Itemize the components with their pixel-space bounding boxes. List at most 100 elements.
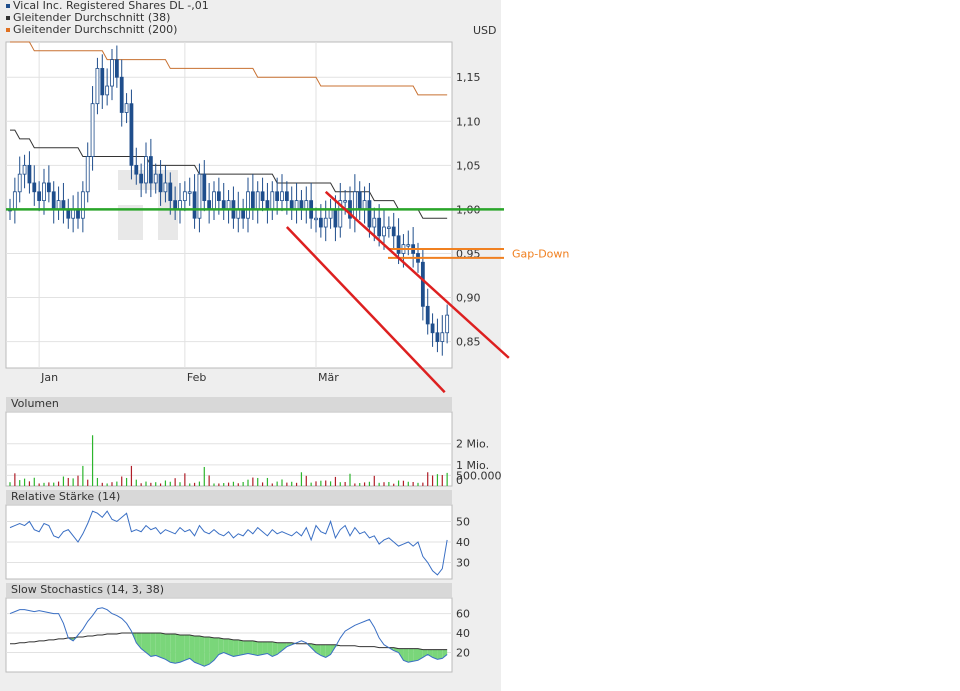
stoch-oversold-fill: [408, 648, 414, 663]
price-x-tick-label: Feb: [187, 371, 206, 384]
candle-body: [241, 209, 246, 219]
price-x-tick-label: Mär: [318, 371, 339, 384]
stoch-oversold-fill: [403, 648, 409, 663]
stoch-oversold-fill: [252, 640, 258, 656]
stoch-oversold-fill: [320, 644, 326, 658]
candle-body: [314, 217, 318, 221]
candle-body: [66, 209, 71, 219]
stoch-oversold-fill: [180, 635, 185, 663]
candle-body: [265, 200, 270, 210]
candle-body: [178, 200, 182, 210]
candle-body: [236, 209, 241, 219]
stoch-oversold-fill: [223, 638, 229, 655]
candle-body: [352, 191, 357, 219]
candle-body: [158, 173, 163, 193]
stoch-oversold-fill: [325, 644, 331, 658]
stoch-oversold-fill: [160, 633, 166, 660]
stoch-plot-area: [5, 597, 453, 673]
stoch-oversold-fill: [209, 636, 214, 665]
stoch-oversold-fill: [418, 648, 423, 661]
rsi-y-tick-label: 50: [456, 515, 470, 528]
watermark-logo: [118, 170, 178, 240]
candle-body: [119, 76, 124, 113]
candle-body: [85, 156, 90, 193]
candle-body: [367, 200, 372, 228]
candle-body: [192, 191, 197, 219]
candle-body: [216, 191, 221, 201]
candle-body: [318, 217, 323, 228]
candle-body: [51, 191, 56, 210]
stoch-oversold-fill: [282, 642, 287, 651]
candle-body: [32, 182, 37, 193]
price-x-tick-label: Jan: [40, 371, 58, 384]
stoch-oversold-fill: [243, 640, 248, 655]
candle-body: [333, 209, 338, 228]
candle-body: [323, 217, 328, 228]
candle-body: [304, 200, 309, 210]
candle-body: [338, 200, 343, 228]
candle-body: [27, 164, 32, 184]
stoch-oversold-fill: [437, 649, 443, 660]
channel-upper-line: [324, 190, 510, 359]
legend-item-price: Vical Inc. Registered Shares DL -,01: [6, 0, 209, 12]
candle-body: [430, 323, 435, 334]
candle-body: [114, 59, 119, 78]
stoch-oversold-fill: [165, 634, 171, 663]
candle-body: [12, 191, 17, 210]
candle-body: [289, 200, 294, 210]
candle-body: [445, 314, 450, 334]
candle-body: [377, 217, 382, 237]
candle-body: [202, 173, 207, 201]
candle-body: [386, 226, 391, 229]
price-y-tick-label: 1,15: [456, 71, 481, 84]
candle-body: [207, 200, 212, 210]
stoch-oversold-fill: [238, 639, 244, 656]
stoch-oversold-fill: [228, 638, 234, 657]
candle-body: [396, 235, 401, 254]
volume-y-tick-label: 0: [456, 474, 463, 487]
candle-body: [250, 191, 255, 210]
stoch-oversold-fill: [141, 633, 146, 653]
stoch-k-line: [9, 607, 448, 667]
volume-plot-area: [5, 411, 453, 487]
ma200-line: [10, 41, 448, 96]
candle-body: [197, 173, 202, 219]
stoch-oversold-fill: [175, 634, 180, 664]
candle-body: [328, 209, 333, 219]
stoch-d-line: [10, 632, 448, 651]
candle-body: [226, 200, 231, 210]
price-y-tick-label: 1,10: [456, 115, 481, 128]
stoch-oversold-fill: [233, 639, 239, 657]
ma38-line: [10, 129, 448, 219]
candle-body: [406, 244, 411, 247]
stoch-oversold-fill: [214, 637, 219, 661]
stoch-oversold-fill: [184, 635, 190, 661]
stoch-oversold-fill: [189, 635, 195, 663]
candle-body: [56, 200, 61, 210]
candle-body: [357, 191, 362, 210]
stoch-oversold-fill: [257, 641, 263, 656]
stoch-y-tick-label: 40: [456, 627, 470, 640]
legend-item-ma200: Gleitender Durchschnitt (200): [6, 24, 209, 36]
price-y-tick-label: 1,05: [456, 159, 481, 172]
stoch-oversold-fill: [150, 633, 156, 657]
channel-lower-line: [285, 226, 446, 394]
candle-body: [280, 191, 284, 201]
legend-label-ma38: Gleitender Durchschnitt (38): [13, 11, 171, 24]
candle-body: [221, 200, 226, 210]
candle-body: [71, 209, 76, 219]
gap-down-label: Gap-Down: [512, 247, 569, 260]
stoch-y-tick-label: 20: [456, 647, 470, 660]
candle-body: [139, 173, 144, 184]
candle-body: [275, 191, 280, 201]
candle-body: [110, 59, 114, 87]
candle-body: [391, 226, 396, 237]
volume-y-tick-label: 1 Mio.: [456, 459, 489, 472]
candle-body: [76, 209, 80, 219]
stoch-oversold-fill: [272, 641, 278, 657]
volume-panel-title: Volumen: [6, 397, 452, 411]
candle-body: [95, 68, 100, 105]
candle-body: [270, 191, 275, 210]
legend-swatch-price: [6, 4, 10, 8]
